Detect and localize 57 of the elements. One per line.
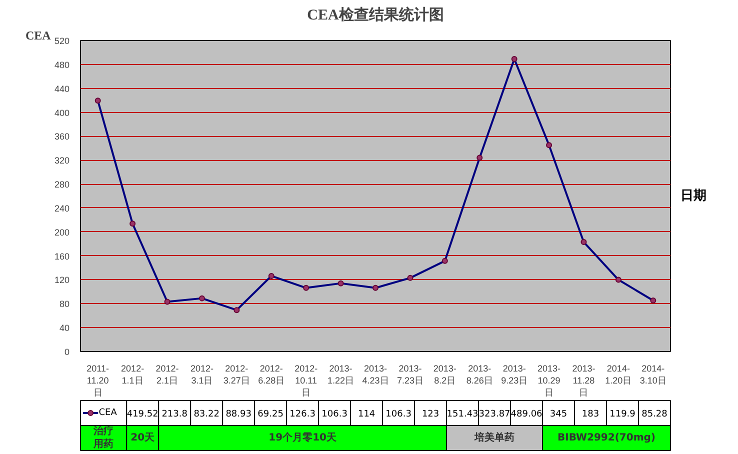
y-tick-label: 40 — [59, 323, 70, 334]
x-tick-label: 2013-4.23日 — [362, 364, 389, 386]
x-tick-label: 2013-1.22日 — [328, 364, 354, 386]
x-tick-label: 2013-9.23日 — [501, 364, 528, 386]
x-axis-title: 日期 — [680, 188, 706, 204]
x-tick-label: 2014-1.20日 — [605, 364, 632, 386]
text: 151.43 — [446, 410, 478, 420]
text: 213.8 — [162, 410, 188, 420]
y-tick-label: 160 — [54, 251, 70, 262]
y-tick-label: 480 — [54, 60, 70, 70]
x-tick-label: 2013-10.29日 — [538, 364, 561, 398]
y-tick-label: 240 — [54, 203, 70, 214]
x-tick-label: 2012-6.28日 — [258, 364, 285, 386]
y-tick-label: 440 — [54, 84, 70, 94]
text: 419.52 — [126, 410, 158, 420]
text: 489.06 — [510, 410, 542, 420]
x-tick-label: 2012-1.1日 — [121, 364, 144, 386]
x-tick-label: 2013-7.23日 — [396, 364, 424, 386]
x-tick-label: 2012-3.27日 — [223, 364, 250, 386]
x-tick-label: 2012-2.1日 — [156, 364, 179, 386]
text: 83.22 — [194, 410, 220, 420]
text: 183 — [582, 410, 600, 420]
text: 20天 — [130, 432, 156, 444]
text: 88.93 — [226, 410, 252, 420]
chart-title: CEA检查结果统计图 — [307, 6, 444, 24]
legend-label: CEA — [98, 408, 118, 418]
text: 114 — [358, 410, 376, 420]
text: 119.9 — [610, 410, 636, 420]
text: 126.3 — [290, 410, 316, 420]
y-tick-label: 360 — [54, 132, 70, 142]
x-tick-label: 2013-11.28日 — [572, 364, 596, 398]
x-tick-label: 2011-11.20日 — [86, 364, 110, 398]
x-tick-label: 2013-8.2日 — [433, 364, 456, 386]
text: 345 — [550, 410, 568, 420]
y-tick-label: 0 — [64, 347, 70, 357]
text: 培美单药 — [474, 432, 515, 444]
y-tick-label: 200 — [54, 227, 70, 238]
y-tick-label: 520 — [54, 36, 70, 46]
text: 治疗用药 — [92, 424, 114, 450]
text: BIBW2992(70mg) — [558, 432, 656, 444]
y-tick-label: 400 — [54, 108, 70, 118]
text: 19个月零10天 — [268, 432, 338, 444]
text: 323.87 — [478, 410, 510, 420]
text: 106.3 — [386, 410, 412, 420]
y-tick-label: 80 — [59, 299, 70, 310]
y-tick-label: 120 — [54, 275, 70, 286]
x-tick-label: 2014-3.10日 — [640, 364, 666, 386]
x-tick-label: 2012-10.11日 — [294, 364, 318, 398]
x-tick-label: 2012-3.1日 — [190, 364, 214, 386]
y-tick-label: 320 — [54, 156, 70, 166]
text: 69.25 — [258, 410, 284, 420]
text: 106.3 — [322, 410, 348, 420]
x-tick-label: 2013-8.26日 — [466, 364, 493, 386]
text: 123 — [422, 410, 440, 420]
y-axis-title: CEA — [26, 28, 52, 42]
text: 85.28 — [642, 410, 668, 420]
y-tick-label: 280 — [54, 180, 70, 190]
